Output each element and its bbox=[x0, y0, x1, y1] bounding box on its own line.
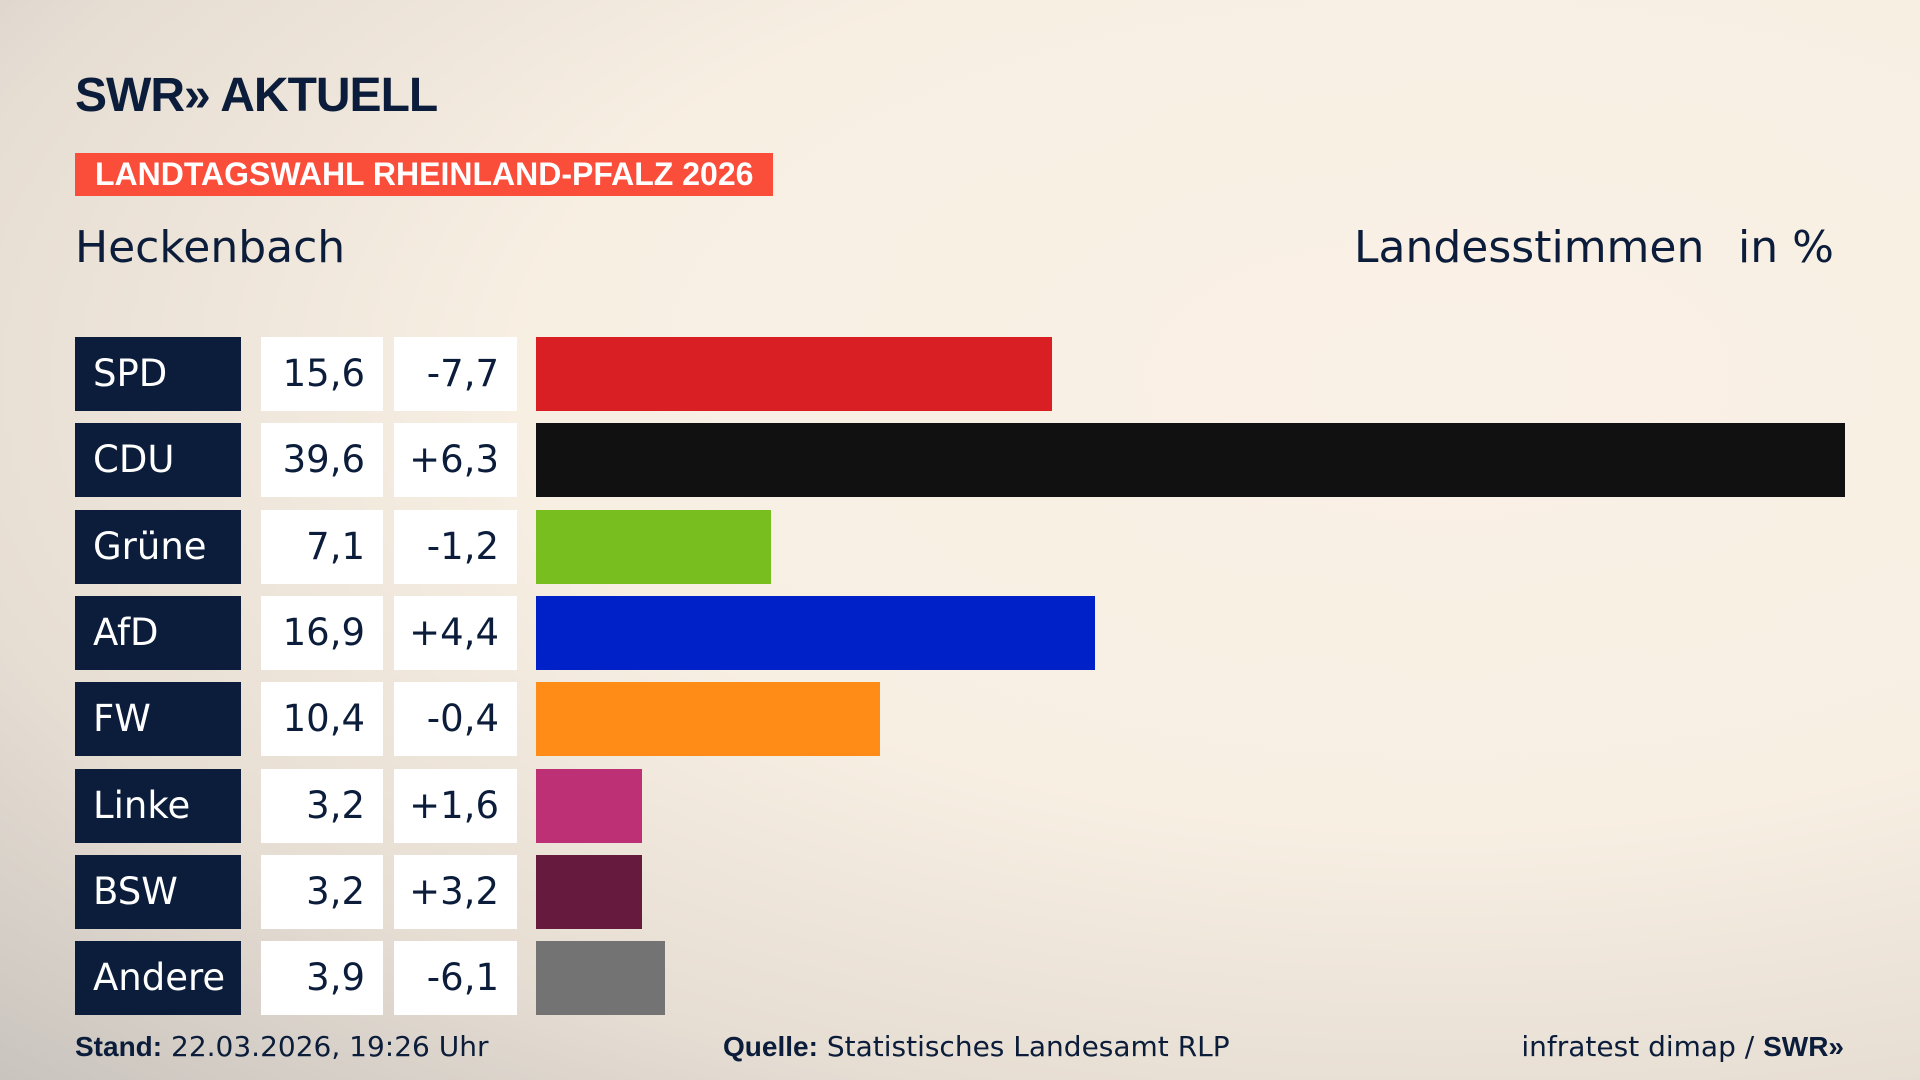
place-title: Heckenbach bbox=[75, 222, 346, 273]
result-row: Grüne 7,1 -1,2 bbox=[75, 509, 1875, 584]
source-label: Quelle: bbox=[723, 1031, 818, 1062]
party-label: FW bbox=[75, 682, 241, 757]
result-row: CDU 39,6 +6,3 bbox=[75, 423, 1875, 498]
party-label: BSW bbox=[75, 854, 241, 929]
value-label: 15,6 bbox=[261, 337, 383, 411]
election-banner: LANDTAGSWAHL RHEINLAND-PFALZ 2026 bbox=[75, 153, 774, 196]
stand-label: Stand: bbox=[75, 1031, 163, 1062]
party-label: AfD bbox=[75, 595, 241, 670]
credit: infratest dimap / SWR» bbox=[1521, 1030, 1844, 1063]
credit-text: infratest dimap / bbox=[1521, 1030, 1755, 1063]
bar-spd bbox=[536, 337, 1052, 411]
result-row: AfD 16,9 +4,4 bbox=[75, 595, 1875, 670]
result-row: FW 10,4 -0,4 bbox=[75, 682, 1875, 757]
diff-label: -1,2 bbox=[394, 509, 517, 584]
swr-brand: SWR» bbox=[1763, 1031, 1844, 1062]
diff-label: +1,6 bbox=[394, 768, 517, 843]
party-label: Andere bbox=[75, 941, 241, 1016]
result-row: Linke 3,2 +1,6 bbox=[75, 768, 1875, 843]
bar-bsw bbox=[536, 854, 642, 929]
bar-andere bbox=[536, 941, 665, 1016]
value-label: 39,6 bbox=[261, 423, 383, 498]
party-label: Grüne bbox=[75, 509, 241, 584]
result-row: SPD 15,6 -7,7 bbox=[75, 337, 1875, 411]
diff-label: -0,4 bbox=[394, 682, 517, 757]
party-label: CDU bbox=[75, 423, 241, 498]
bar-grüne bbox=[536, 509, 771, 584]
party-label: SPD bbox=[75, 337, 241, 411]
source: Quelle: Statistisches Landesamt RLP bbox=[723, 1030, 1230, 1063]
value-label: 7,1 bbox=[261, 509, 383, 584]
result-row: Andere 3,9 -6,1 bbox=[75, 941, 1875, 1016]
diff-label: -7,7 bbox=[394, 337, 517, 411]
source-value: Statistisches Landesamt RLP bbox=[826, 1030, 1230, 1063]
diff-label: +4,4 bbox=[394, 595, 517, 670]
bar-fw bbox=[536, 682, 880, 757]
bar-cdu bbox=[536, 423, 1845, 498]
timestamp: Stand: 22.03.2026, 19:26 Uhr bbox=[75, 1030, 488, 1063]
diff-label: -6,1 bbox=[394, 941, 517, 1016]
value-label: 3,2 bbox=[261, 768, 383, 843]
diff-label: +6,3 bbox=[394, 423, 517, 498]
measure-label: Landesstimmen bbox=[1354, 222, 1705, 273]
result-row: BSW 3,2 +3,2 bbox=[75, 854, 1875, 929]
value-label: 16,9 bbox=[261, 595, 383, 670]
value-label: 3,2 bbox=[261, 854, 383, 929]
stand-value: 22.03.2026, 19:26 Uhr bbox=[171, 1030, 489, 1063]
swr-aktuell-logo: SWR» AKTUELL bbox=[75, 69, 438, 122]
bar-afd bbox=[536, 595, 1095, 670]
diff-label: +3,2 bbox=[394, 854, 517, 929]
party-label: Linke bbox=[75, 768, 241, 843]
unit-label: in % bbox=[1738, 222, 1834, 273]
value-label: 3,9 bbox=[261, 941, 383, 1016]
value-label: 10,4 bbox=[261, 682, 383, 757]
bar-linke bbox=[536, 768, 642, 843]
